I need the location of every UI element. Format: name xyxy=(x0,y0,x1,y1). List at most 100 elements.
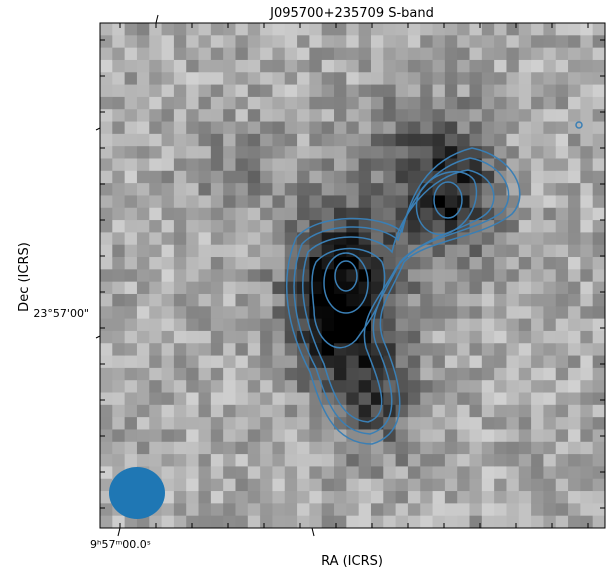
pixel xyxy=(162,516,175,529)
pixel xyxy=(100,343,113,356)
pixel xyxy=(285,171,298,184)
pixel xyxy=(556,48,569,61)
pixel xyxy=(420,429,433,442)
pixel xyxy=(359,479,372,492)
pixel xyxy=(137,282,150,295)
pixel xyxy=(297,35,310,48)
pixel xyxy=(223,232,236,245)
pixel xyxy=(149,282,162,295)
pixel xyxy=(334,466,347,479)
pixel xyxy=(383,257,396,270)
pixel xyxy=(285,48,298,61)
pixel xyxy=(470,294,483,307)
pixel xyxy=(346,393,359,406)
pixel xyxy=(445,356,458,369)
pixel xyxy=(543,122,556,135)
pixel xyxy=(100,48,113,61)
pixel xyxy=(470,442,483,455)
pixel xyxy=(420,134,433,147)
pixel xyxy=(272,356,285,369)
pixel xyxy=(223,429,236,442)
pixel xyxy=(519,195,532,208)
pixel xyxy=(260,405,273,418)
pixel xyxy=(593,171,606,184)
pixel xyxy=(223,183,236,196)
pixel xyxy=(346,479,359,492)
pixel xyxy=(137,257,150,270)
pixel xyxy=(149,442,162,455)
pixel xyxy=(543,109,556,122)
pixel xyxy=(186,220,199,233)
pixel xyxy=(211,393,224,406)
pixel xyxy=(186,35,199,48)
pixel xyxy=(248,23,261,36)
pixel xyxy=(211,491,224,504)
pixel xyxy=(125,220,138,233)
pixel xyxy=(235,48,248,61)
pixel xyxy=(174,393,187,406)
pixel xyxy=(420,220,433,233)
pixel xyxy=(556,294,569,307)
pixel xyxy=(174,356,187,369)
pixel xyxy=(519,72,532,85)
pixel xyxy=(235,232,248,245)
pixel xyxy=(248,294,261,307)
pixel xyxy=(235,158,248,171)
pixel xyxy=(519,442,532,455)
pixel xyxy=(149,134,162,147)
pixel xyxy=(470,134,483,147)
pixel xyxy=(408,306,421,319)
pixel xyxy=(149,48,162,61)
pixel xyxy=(223,294,236,307)
pixel xyxy=(235,393,248,406)
pixel xyxy=(506,109,519,122)
pixel xyxy=(445,343,458,356)
pixel xyxy=(359,158,372,171)
pixel xyxy=(433,442,446,455)
pixel xyxy=(272,72,285,85)
pixel xyxy=(162,48,175,61)
pixel xyxy=(506,245,519,258)
pixel xyxy=(593,35,606,48)
pixel xyxy=(519,466,532,479)
pixel xyxy=(383,195,396,208)
pixel xyxy=(568,220,581,233)
pixel xyxy=(346,232,359,245)
pixel xyxy=(149,343,162,356)
pixel xyxy=(248,35,261,48)
pixel xyxy=(408,72,421,85)
pixel xyxy=(482,48,495,61)
pixel xyxy=(211,35,224,48)
pixel xyxy=(470,282,483,295)
pixel xyxy=(580,23,593,36)
pixel xyxy=(457,331,470,344)
pixel xyxy=(334,491,347,504)
pixel xyxy=(199,35,212,48)
pixel xyxy=(482,368,495,381)
pixel xyxy=(556,356,569,369)
pixel xyxy=(433,220,446,233)
pixel xyxy=(396,109,409,122)
pixel xyxy=(285,134,298,147)
pixel xyxy=(248,454,261,467)
pixel xyxy=(199,220,212,233)
pixel xyxy=(408,232,421,245)
pixel xyxy=(593,60,606,73)
pixel xyxy=(568,306,581,319)
pixel xyxy=(125,171,138,184)
pixel xyxy=(445,23,458,36)
pixel xyxy=(580,85,593,98)
pixel xyxy=(359,393,372,406)
pixel xyxy=(433,257,446,270)
pixel xyxy=(174,491,187,504)
pixel xyxy=(211,479,224,492)
pixel xyxy=(457,405,470,418)
pixel xyxy=(556,343,569,356)
pixel xyxy=(223,269,236,282)
pixel xyxy=(211,356,224,369)
pixel xyxy=(519,48,532,61)
pixel xyxy=(556,257,569,270)
pixel xyxy=(125,405,138,418)
pixel xyxy=(482,442,495,455)
pixel xyxy=(149,269,162,282)
